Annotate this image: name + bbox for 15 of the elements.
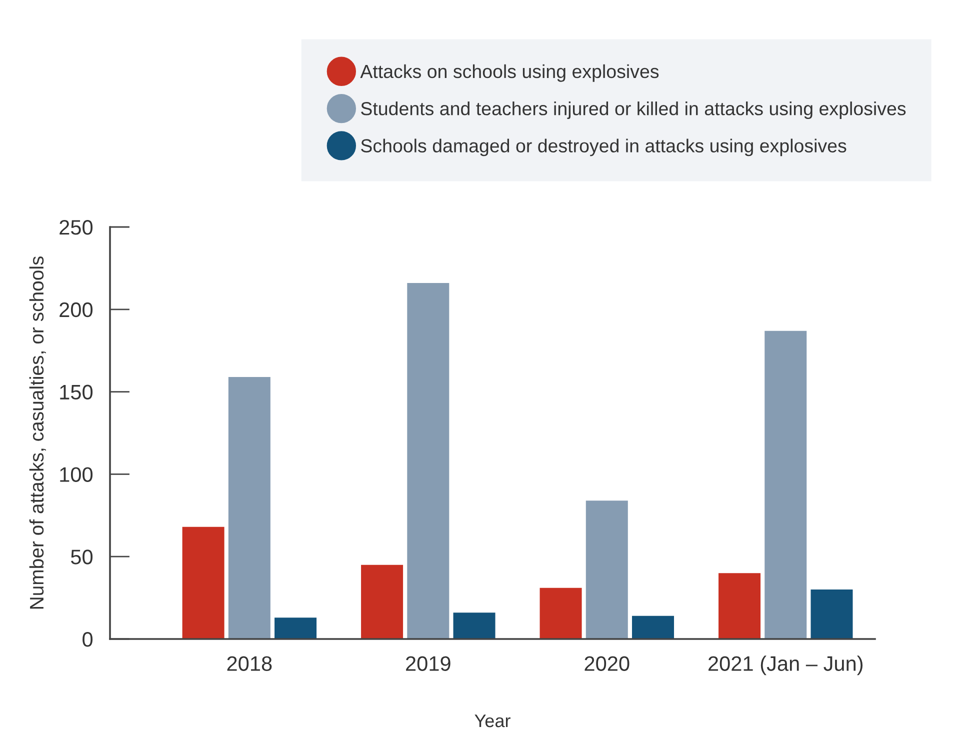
y-tick-label: 250 <box>60 220 93 235</box>
legend-label: Schools damaged or destroyed in attacks using explosives <box>361 138 846 156</box>
y-tick-label: 0 <box>82 632 93 647</box>
y-tick-label: 50 <box>70 550 93 564</box>
x-tick-label: 2019 <box>406 656 450 671</box>
y-axis-title: Number of attacks, casualties, or schools <box>29 256 46 609</box>
x-tick-label: 2021 (Jan – Jun) <box>708 656 863 676</box>
y-tick-label: 150 <box>60 384 93 400</box>
x-axis-title: Year <box>474 714 510 728</box>
legend-label: Students and teachers injured or killed in attacks using explosives <box>361 102 906 120</box>
legend-label: Attacks on schools using explosives <box>360 64 659 82</box>
y-tick-label: 100 <box>60 467 93 482</box>
x-tick-label: 2018 <box>227 656 272 671</box>
x-tick-label: 2020 <box>584 656 630 671</box>
y-tick-label: 200 <box>60 302 93 318</box>
